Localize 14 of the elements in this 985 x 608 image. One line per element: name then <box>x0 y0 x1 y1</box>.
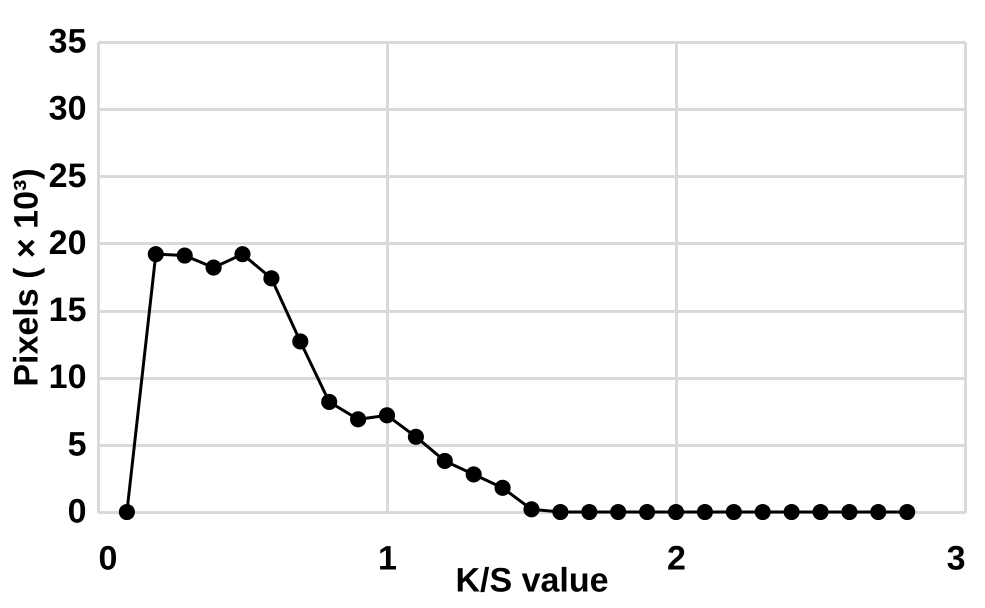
x-tick-label: 0 <box>98 540 118 578</box>
y-tick-label: 5 <box>68 425 86 464</box>
y-axis-title: Pixels ( × 10³) <box>8 168 46 387</box>
y-tick-label: 0 <box>68 492 86 530</box>
x-tick-label: 1 <box>378 540 397 578</box>
y-tick-label: 20 <box>48 224 86 262</box>
y-tick-label: 25 <box>48 156 86 195</box>
x-axis-title: K/S value <box>455 562 609 600</box>
y-tick-label: 35 <box>48 22 86 60</box>
x-tick-label: 2 <box>667 540 686 578</box>
y-tick-label: 30 <box>48 90 86 128</box>
y-tick-label: 15 <box>48 291 86 330</box>
y-tick-label: 10 <box>48 358 86 396</box>
x-tick-label: 3 <box>946 540 966 578</box>
